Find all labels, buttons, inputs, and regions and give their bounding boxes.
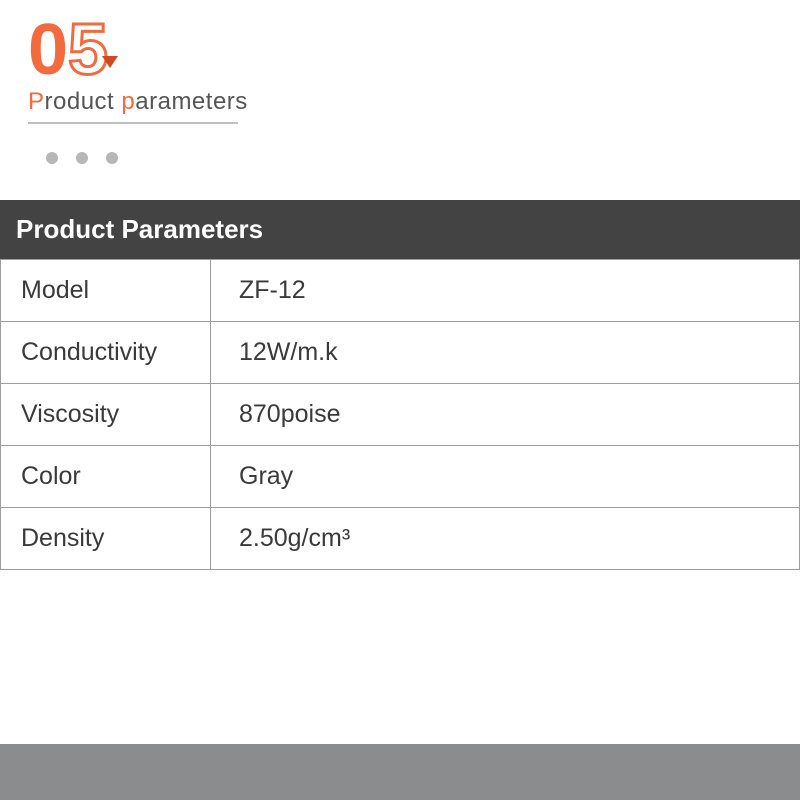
title-hl-2: p [121, 88, 135, 115]
table-row: ModelZF-12 [1, 260, 800, 322]
param-label: Color [1, 446, 211, 508]
table-row: ColorGray [1, 446, 800, 508]
table-row: Viscosity870poise [1, 384, 800, 446]
section-number-digit1: 0 [28, 10, 68, 90]
dot-icon [76, 152, 88, 164]
param-label: Density [1, 508, 211, 570]
parameters-table-wrap: Product Parameters ModelZF-12Conductivit… [0, 200, 800, 570]
title-part-2: arameters [135, 88, 248, 115]
section-number: 05 [28, 14, 108, 86]
title-underline [28, 122, 238, 124]
param-value: 870poise [211, 384, 800, 446]
table-title: Product Parameters [0, 200, 800, 259]
dot-icon [46, 152, 58, 164]
title-part-1: roduct [45, 88, 122, 115]
title-hl-1: P [28, 88, 45, 115]
bottom-strip [0, 744, 800, 800]
param-label: Viscosity [1, 384, 211, 446]
param-label: Conductivity [1, 322, 211, 384]
table-row: Density2.50g/cm³ [1, 508, 800, 570]
down-arrow-icon [102, 56, 118, 68]
param-value: 2.50g/cm³ [211, 508, 800, 570]
param-label: Model [1, 260, 211, 322]
table-row: Conductivity12W/m.k [1, 322, 800, 384]
param-value: ZF-12 [211, 260, 800, 322]
section-header: 05 Product parameters [0, 0, 800, 124]
param-value: 12W/m.k [211, 322, 800, 384]
decorative-dots [46, 152, 800, 164]
section-title: Product parameters [28, 88, 772, 116]
section-number-digit2: 5 [68, 10, 108, 90]
parameters-table: ModelZF-12Conductivity12W/m.kViscosity87… [0, 259, 800, 570]
param-value: Gray [211, 446, 800, 508]
dot-icon [106, 152, 118, 164]
